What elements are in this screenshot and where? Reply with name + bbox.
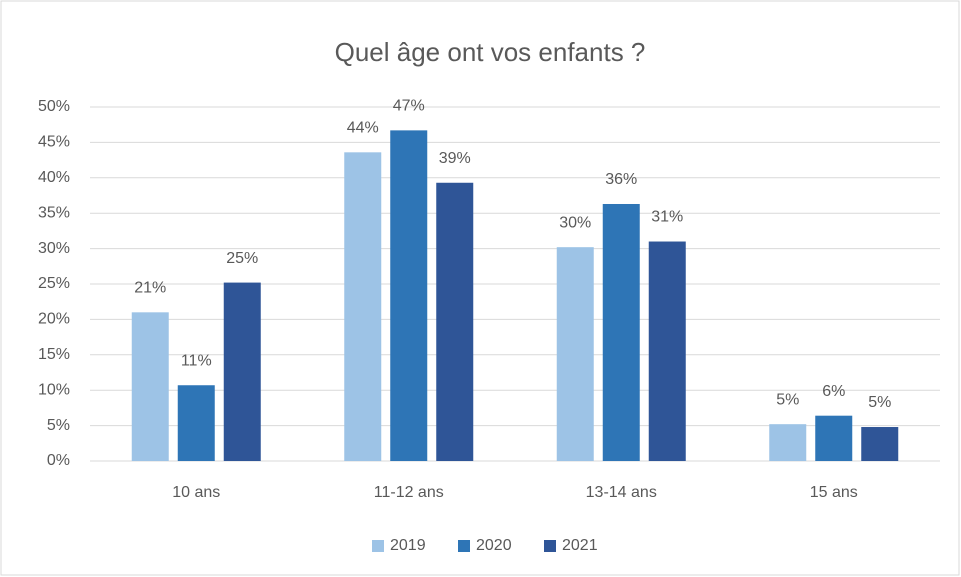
legend-swatch bbox=[544, 540, 556, 552]
legend-label: 2019 bbox=[390, 537, 426, 554]
y-tick-label: 20% bbox=[38, 311, 70, 328]
data-label: 5% bbox=[776, 391, 799, 408]
y-tick-label: 0% bbox=[47, 452, 70, 469]
y-tick-label: 30% bbox=[38, 240, 70, 257]
legend-swatch bbox=[458, 540, 470, 552]
data-label: 44% bbox=[347, 120, 379, 137]
bar bbox=[177, 385, 215, 461]
y-tick-label: 40% bbox=[38, 169, 70, 186]
data-label: 31% bbox=[651, 209, 683, 226]
bar bbox=[390, 130, 428, 461]
data-label: 6% bbox=[822, 383, 845, 400]
bar bbox=[602, 203, 640, 461]
x-tick-label: 10 ans bbox=[172, 484, 220, 501]
bar bbox=[131, 312, 169, 461]
y-tick-label: 45% bbox=[38, 134, 70, 151]
y-tick-label: 35% bbox=[38, 204, 70, 221]
data-label: 30% bbox=[559, 214, 591, 231]
bar bbox=[344, 152, 382, 461]
bar bbox=[436, 182, 474, 462]
y-tick-label: 5% bbox=[47, 417, 70, 434]
x-tick-label: 13-14 ans bbox=[586, 484, 657, 501]
bar bbox=[769, 424, 807, 461]
data-label: 36% bbox=[605, 171, 637, 188]
bar bbox=[223, 282, 261, 461]
legend-label: 2021 bbox=[562, 537, 598, 554]
legend-swatch bbox=[372, 540, 384, 552]
bar bbox=[861, 427, 899, 461]
y-tick-label: 15% bbox=[38, 346, 70, 363]
chart-title: Quel âge ont vos enfants ? bbox=[335, 37, 646, 67]
bar bbox=[648, 241, 686, 461]
y-tick-label: 10% bbox=[38, 381, 70, 398]
data-label: 39% bbox=[439, 150, 471, 167]
y-tick-label: 25% bbox=[38, 275, 70, 292]
y-tick-label: 50% bbox=[38, 98, 70, 115]
data-label: 25% bbox=[226, 250, 258, 267]
data-label: 5% bbox=[868, 394, 891, 411]
x-tick-label: 15 ans bbox=[810, 484, 858, 501]
legend-label: 2020 bbox=[476, 537, 512, 554]
data-label: 21% bbox=[134, 280, 166, 297]
bar bbox=[556, 247, 594, 461]
data-label: 47% bbox=[393, 98, 425, 115]
x-tick-label: 11-12 ans bbox=[374, 484, 444, 501]
bar bbox=[815, 415, 853, 461]
data-label: 11% bbox=[181, 352, 212, 369]
